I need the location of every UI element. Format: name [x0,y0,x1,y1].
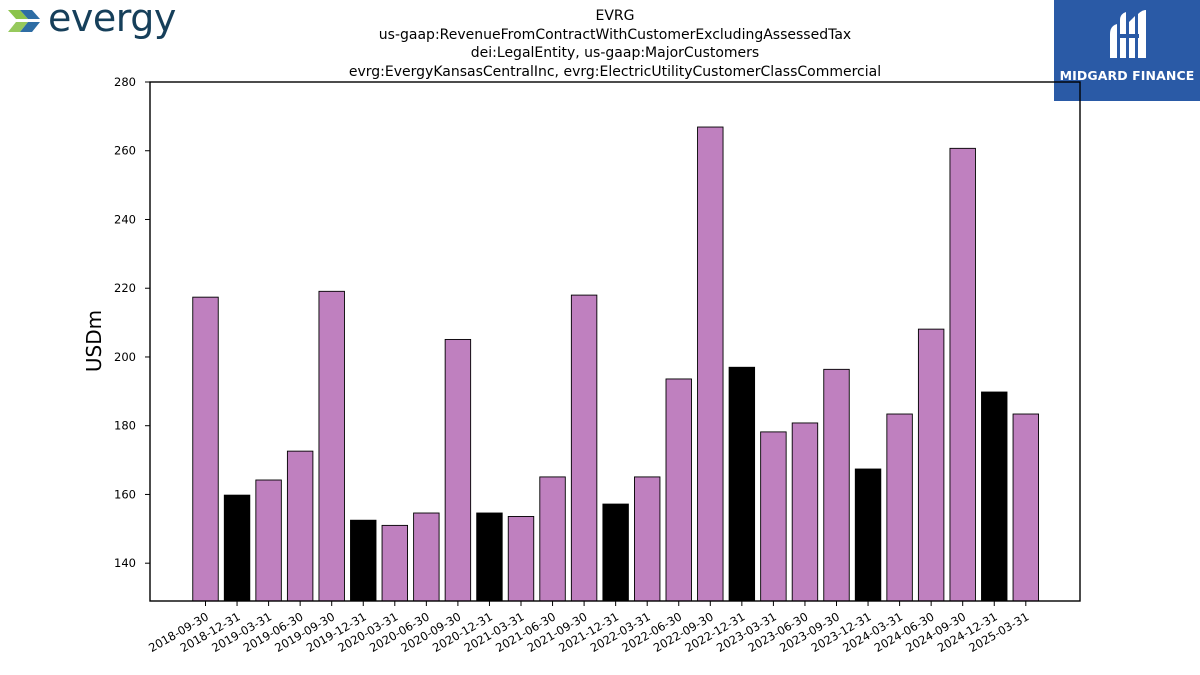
chart-title-line-4: evrg:EvergyKansasCentralInc, evrg:Electr… [348,63,882,80]
midgard-logo-text: MIDGARD FINANCE [1059,68,1195,83]
y-tick-label-280: 280 [114,75,136,89]
y-tick-label-220: 220 [114,281,136,295]
bar-2021-12-31 [602,503,629,602]
bar-2024-12-31 [981,391,1008,602]
bars-group [192,126,1039,602]
bar-2018-12-31 [223,494,251,602]
y-tick-label-260: 260 [114,144,136,158]
chart-title-line-1: EVRG [595,8,635,24]
bar-2022-12-31 [728,366,756,602]
bar-2019-06-30 [286,450,314,602]
bar-2025-03-31 [1012,413,1039,602]
bar-2024-06-30 [917,328,945,602]
bar-2021-06-30 [539,476,566,602]
bar-2020-09-30 [444,338,472,602]
bar-2020-12-31 [476,512,503,602]
bar-2023-12-31 [854,468,882,602]
bar-2021-09-30 [570,294,598,602]
bar-2022-03-31 [634,476,661,602]
bar-2018-09-30 [192,296,219,602]
y-tick-label-180: 180 [114,419,136,433]
chart-title-line-2: us-gaap:RevenueFromContractWithCustomerE… [378,26,852,43]
y-axis: 140 160 180 200 220 240 260 280 [114,75,150,570]
plot-frame [149,81,1081,602]
bar-2020-03-31 [381,524,408,602]
bar-2024-03-31 [886,413,913,602]
bar-2019-09-30 [318,290,345,602]
y-tick-label-240: 240 [114,212,136,226]
bar-2023-06-30 [791,422,819,602]
evergy-arrow-icon [8,10,40,32]
bar-2021-03-31 [507,516,535,602]
y-tick-label-160: 160 [114,487,136,501]
midgard-mark-icon [1110,10,1146,58]
y-axis-label: USDm [82,310,106,372]
bar-2024-09-30 [949,147,976,602]
bar-2019-12-31 [350,519,377,602]
bar-2022-09-30 [697,126,724,602]
bar-2022-06-30 [665,378,692,602]
bar-2020-06-30 [413,512,440,602]
midgard-finance-logo: MIDGARD FINANCE [1054,0,1200,101]
evergy-logo-text: evergy [48,0,176,40]
bar-2019-03-31 [255,479,282,602]
chart-title: EVRG us-gaap:RevenueFromContractWithCust… [150,7,1080,81]
x-axis: 2018-09-302018-12-312019-03-312019-06-30… [146,601,1031,655]
bar-2023-09-30 [823,368,850,602]
y-tick-label-140: 140 [114,556,136,570]
chart-title-line-3: dei:LegalEntity, us-gaap:MajorCustomers [470,45,760,61]
bar-2023-03-31 [760,431,787,602]
evergy-logo: evergy [6,0,186,42]
y-tick-label-200: 200 [114,350,136,364]
